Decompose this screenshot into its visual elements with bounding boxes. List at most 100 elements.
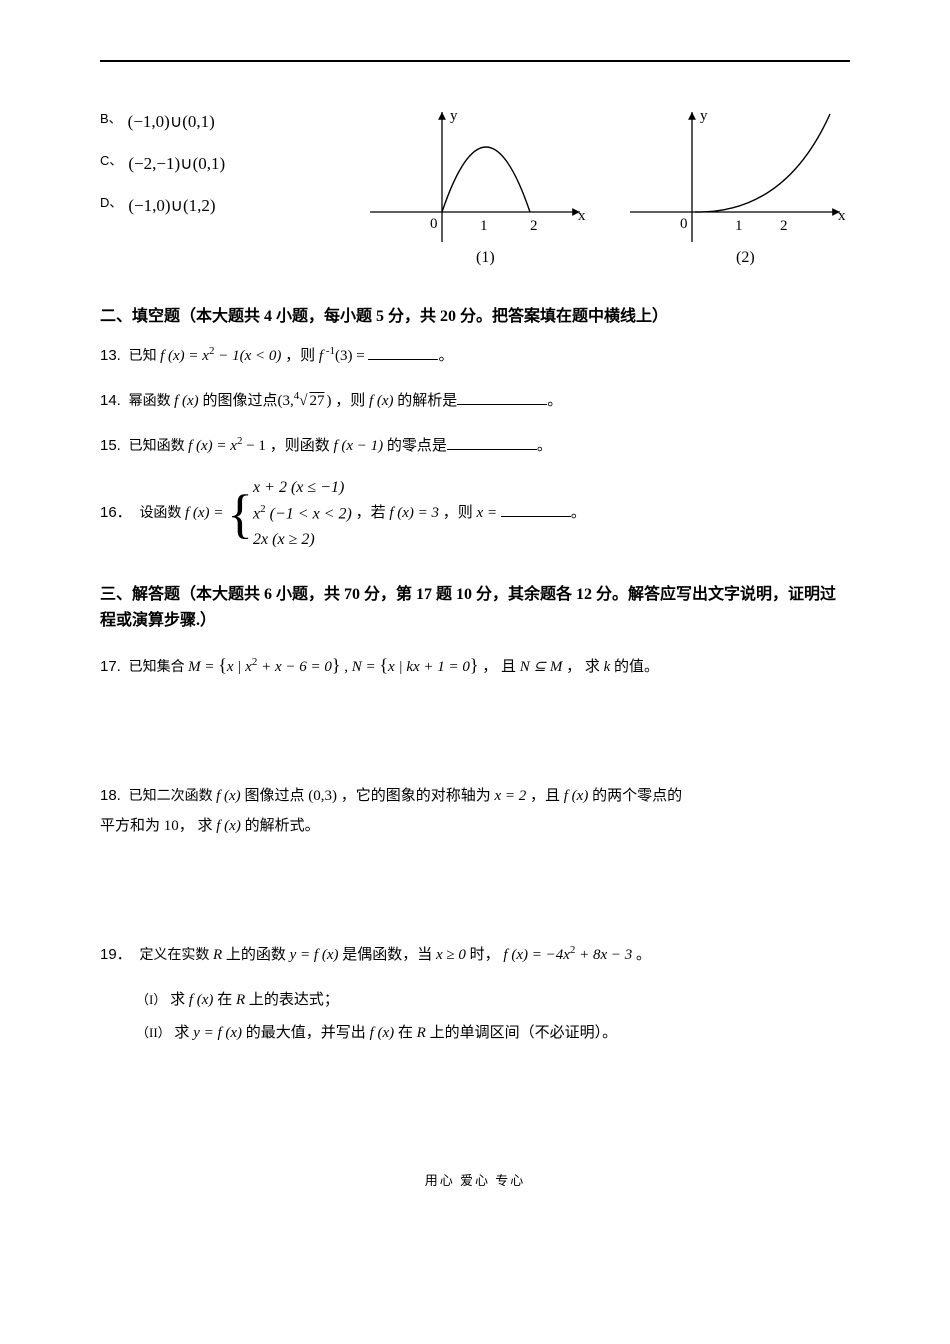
q16-mid2: ，则 [443,505,477,521]
options-and-plots-row: B、 (−1,0)∪(0,1) C、 (−2,−1)∪(0,1) D、 (−1,… [100,102,850,272]
q19-sub1-fx: f (x) [189,992,214,1008]
q19-sub2-t4: 上的单调区间（不必证明）。 [430,1025,618,1041]
q17-Mr: } [332,655,341,675]
q19-tail: 。 [636,947,651,963]
spacer-17 [100,697,850,767]
q19-sub1-label: （I） [136,992,166,1007]
q16-brace: { [227,487,253,541]
q15-mid: ，则函数 [270,438,334,454]
q13-pre: 已知 [129,349,161,364]
question-13: 13. 已知 f (x) = x2 − 1(x < 0) ，则 f -1(3) … [100,340,850,371]
option-b-expr: (−1,0)∪(0,1) [128,112,215,132]
q19-fx: f (x) = −4x [503,947,569,963]
plot-1: 0 1 2 x y (1) [360,102,590,272]
q17-mid2: ， 求 [566,659,604,675]
q19-R1: R [213,947,222,963]
q13-blank [368,345,438,360]
q14-ptl: (3, [277,393,293,409]
q19-yfx: y = f (x) [290,947,339,963]
q18-fx2: f (x) [564,788,589,804]
q13-rest1: − 1(x < 0) [214,348,281,364]
q15-period: 。 [537,438,552,454]
q17-M: M = [188,659,218,675]
q14-mid1: 的图像过点 [202,393,277,409]
q14-tail: 的解析是 [397,393,457,409]
plot-2: 0 1 2 x y (2) [620,102,850,272]
plot2-tick-2: 2 [780,218,788,234]
q16-eq: f (x) = 3 [389,505,439,521]
question-19-sub2: （II） 求 y = f (x) 的最大值，并写出 f (x) 在 R 上的单调… [136,1017,850,1050]
q13-tail: 。 [438,348,453,364]
option-b-letter: B、 [100,108,122,127]
q19-sub2-fx: f (x) [370,1025,395,1041]
plot1-origin: 0 [430,216,438,232]
q18-t4: ，且 [530,788,564,804]
q18-t2: 图像过点 [244,788,304,804]
q16-lines: x + 2 (x ≤ −1) x2 (−1 < x < 2) 2x (x ≥ 2… [253,475,352,552]
q15-pre: 已知函数 [129,439,189,454]
q18-t5: 的两个零点的 [592,788,682,804]
q15-fx: f (x) = x [188,438,237,454]
q19-sub1-t1: 求 [170,992,189,1008]
q18-pt: (0,3) [308,788,337,804]
q16-xeq: x = [477,505,501,521]
q18-fx: f (x) [216,788,241,804]
page-root: B、 (−1,0)∪(0,1) C、 (−2,−1)∪(0,1) D、 (−1,… [0,0,950,1229]
q19-sub2-t2: 的最大值，并写出 [246,1025,370,1041]
q17-N: N = [352,659,380,675]
q16-line3: 2x (x ≥ 2) [253,531,315,548]
q19-num: 19． [100,946,132,963]
plot1-ylabel: y [450,108,458,124]
option-c: C、 (−2,−1)∪(0,1) [100,154,225,174]
q18-line2b: 的解析式。 [245,818,320,834]
q13-num: 13. [100,347,121,364]
q16-mid: ，若 [356,505,390,521]
q16-blank [501,502,571,517]
plot2-caption: (2) [736,249,755,266]
q17-Mset: x | x [227,659,252,675]
q13-invsup: -1 [323,345,335,357]
q17-Nl: { [379,655,388,675]
q19-sub2-R: R [417,1025,426,1041]
q17-k: k [604,659,611,675]
question-15: 15. 已知函数 f (x) = x2 − 1 ，则函数 f (x − 1) 的… [100,430,850,461]
q14-ptr: ) [326,393,331,409]
q14-mid2: ，则 [335,393,369,409]
option-c-expr: (−2,−1)∪(0,1) [128,154,225,174]
q18-t3: ，它的图象的对称轴为 [341,788,495,804]
question-19-sub1: （I） 求 f (x) 在 R 上的表达式； [136,984,850,1017]
question-18: 18. 已知二次函数 f (x) 图像过点 (0,3) ，它的图象的对称轴为 x… [100,781,850,841]
question-16: 16． 设函数 f (x) = { x + 2 (x ≤ −1) x2 (−1 … [100,475,850,552]
q19-sub1-R: R [236,992,245,1008]
q14-period: 。 [547,393,562,409]
page-footer: 用心 爱心 专心 [100,1170,850,1189]
spacer-18 [100,855,850,925]
q17-num: 17. [100,658,121,675]
q17-mid: ， 且 [482,659,520,675]
q15-fx2: f (x − 1) [333,438,383,454]
option-b: B、 (−1,0)∪(0,1) [100,112,225,132]
q18-line2a: 平方和为 10， 求 [100,818,216,834]
q14-blank [457,390,547,405]
q17-Nr: } [470,655,479,675]
q16-fx: f (x) = [185,505,227,521]
q16-line1: x + 2 (x ≤ −1) [253,479,344,496]
plot2-ylabel: y [700,108,708,124]
plot1-caption: (1) [476,249,495,266]
q13-mid: ，则 [285,348,319,364]
plot1-tick-1: 1 [480,218,488,234]
q16-period: 。 [571,505,586,521]
q19-sub2-label: （II） [136,1025,171,1040]
q19-t1: 定义在实数 [139,948,213,963]
q17-sub: N ⊆ M [520,659,563,675]
q15-num: 15. [100,437,121,454]
section-2-title: 二、填空题（本大题共 4 小题，每小题 5 分，共 20 分。把答案填在题中横线… [100,302,850,326]
q17-Mrest: + x − 6 = 0 [257,659,332,675]
plot2-tick-1: 1 [735,218,743,234]
q19-sub2-t1: 求 [174,1025,193,1041]
option-c-letter: C、 [100,150,122,169]
q18-ax: x = 2 [494,788,526,804]
question-14: 14. 幂函数 f (x) 的图像过点(3,4√27) ，则 f (x) 的解析… [100,385,850,416]
q17-comma: , [344,659,352,675]
option-d-expr: (−1,0)∪(1,2) [128,196,215,216]
